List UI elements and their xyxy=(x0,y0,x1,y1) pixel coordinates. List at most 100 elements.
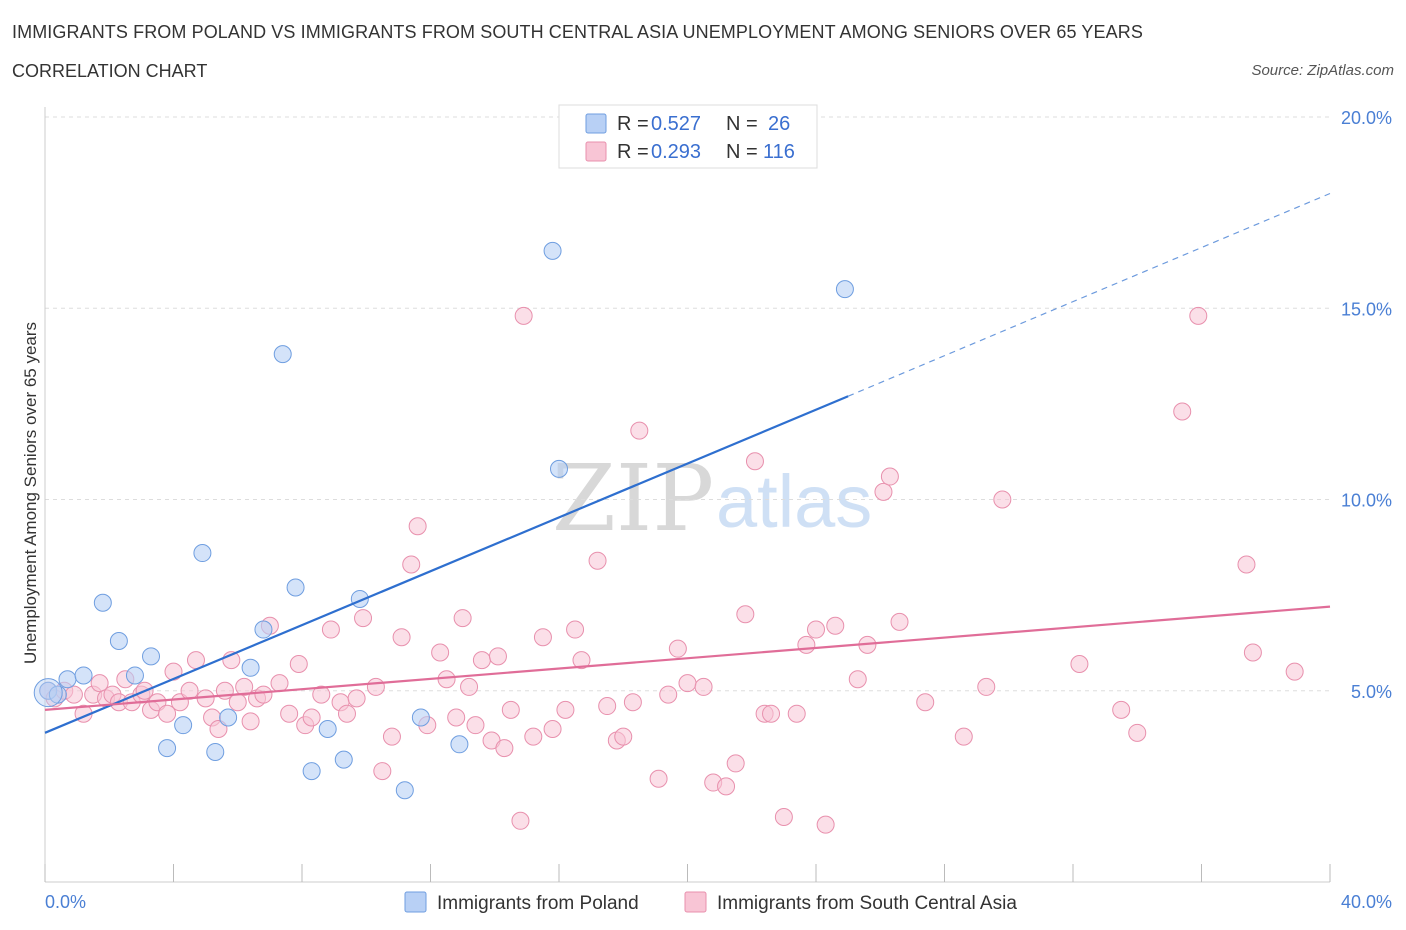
watermark-atlas: atlas xyxy=(716,460,872,543)
data-point-sca xyxy=(514,306,533,325)
data-point-sca xyxy=(382,727,401,746)
data-point-sca xyxy=(235,677,254,696)
data-point-sca xyxy=(321,620,340,639)
data-point-sca xyxy=(408,517,427,536)
data-point-sca xyxy=(954,727,973,746)
data-point-poland xyxy=(334,750,353,769)
data-point-sca xyxy=(228,693,247,712)
data-point-poland xyxy=(93,593,112,612)
data-point-sca xyxy=(495,739,514,758)
data-point-poland xyxy=(206,742,225,761)
data-point-sca xyxy=(598,697,617,716)
legend-n-value-sca: 116 xyxy=(763,141,795,163)
data-point-sca xyxy=(807,620,825,639)
data-point-sca xyxy=(1112,700,1131,719)
x-tick-label: 40.0% xyxy=(1341,892,1392,912)
data-point-sca xyxy=(254,685,273,704)
data-point-sca xyxy=(880,467,899,486)
y-tick-labels: 5.0% 10.0% 15.0% 20.0% xyxy=(1341,108,1392,702)
data-point-poland xyxy=(302,762,321,781)
data-point-poland-cluster xyxy=(33,678,63,708)
bottom-legend-swatch-sca xyxy=(684,891,707,913)
data-point-sca xyxy=(659,685,678,704)
data-point-poland xyxy=(550,459,568,478)
data-point-sca xyxy=(241,712,260,731)
data-point-sca xyxy=(649,769,668,788)
bottom-legend-swatch-poland xyxy=(404,891,427,913)
data-point-poland xyxy=(543,241,562,260)
data-point-sca xyxy=(1243,643,1262,662)
data-point-sca xyxy=(437,670,456,689)
data-point-sca xyxy=(366,677,385,696)
data-point-sca xyxy=(916,693,935,712)
legend-n-value-poland: 26 xyxy=(768,113,790,135)
data-point-poland xyxy=(174,716,193,735)
data-point-sca xyxy=(1285,662,1304,681)
data-point-sca xyxy=(280,704,299,723)
data-point-sca xyxy=(566,620,585,639)
data-point-sca xyxy=(337,704,356,723)
data-point-sca xyxy=(736,605,755,624)
y-tick-label: 5.0% xyxy=(1351,682,1392,702)
bottom-legend-label-poland: Immigrants from Poland xyxy=(437,893,639,914)
legend-n-label-poland: N = xyxy=(726,113,758,135)
data-point-sca xyxy=(392,628,411,647)
data-point-poland xyxy=(254,620,273,639)
data-point-poland xyxy=(142,647,161,666)
chart-title: IMMIGRANTS FROM POLAND VS IMMIGRANTS FRO… xyxy=(12,22,1143,42)
data-point-sca xyxy=(209,720,228,738)
data-point-sca xyxy=(762,704,781,723)
watermark-zip: ZIP xyxy=(552,445,714,552)
data-point-poland xyxy=(395,781,414,800)
data-point-sca xyxy=(354,609,373,628)
data-point-sca xyxy=(1128,723,1147,742)
data-point-sca xyxy=(472,651,491,670)
data-point-sca xyxy=(890,612,909,631)
x-tick-label: 0.0% xyxy=(45,892,86,912)
legend-r-value-poland: 0.527 xyxy=(651,113,701,135)
data-point-sca xyxy=(1189,306,1208,325)
trend-line-poland-extension xyxy=(847,192,1331,397)
data-point-poland xyxy=(273,345,292,364)
data-point-poland xyxy=(125,666,144,685)
data-point-sca xyxy=(453,609,472,628)
data-point-sca xyxy=(466,716,485,735)
data-point-sca xyxy=(826,616,845,635)
data-point-poland xyxy=(318,720,337,738)
legend-r-label-poland: R = xyxy=(617,113,649,135)
trend-line-poland xyxy=(44,395,849,734)
data-point-sca xyxy=(614,727,633,746)
data-point-sca xyxy=(347,689,366,708)
series-poland xyxy=(33,241,854,800)
trend-lines xyxy=(44,192,1331,734)
data-point-sca xyxy=(623,693,642,712)
data-point-sca xyxy=(533,628,552,647)
data-point-poland xyxy=(450,735,469,754)
x-tick-labels: 0.0% 40.0% xyxy=(45,892,1392,912)
data-point-sca xyxy=(816,815,835,834)
data-point-sca xyxy=(270,674,289,693)
legend-swatch-poland xyxy=(585,113,607,134)
data-point-sca xyxy=(460,677,479,696)
data-point-sca xyxy=(678,674,697,693)
data-point-sca xyxy=(774,807,793,826)
data-point-poland xyxy=(219,708,238,727)
data-point-sca xyxy=(524,727,543,746)
bottom-legend: Immigrants from Poland Immigrants from S… xyxy=(404,891,1017,914)
data-point-sca xyxy=(543,720,562,738)
data-point-sca xyxy=(848,670,867,689)
data-point-sca xyxy=(1173,402,1192,421)
data-point-sca xyxy=(993,490,1012,509)
data-point-poland xyxy=(58,670,77,689)
data-point-poland xyxy=(158,739,177,758)
data-point-poland xyxy=(835,280,854,299)
legend-r-value-sca: 0.293 xyxy=(651,141,701,163)
data-point-sca xyxy=(90,674,109,693)
legend-swatch-sca xyxy=(585,141,607,162)
data-point-sca xyxy=(501,700,520,719)
trend-line-sca xyxy=(44,605,1331,711)
data-point-sca xyxy=(572,651,591,670)
data-point-sca xyxy=(977,677,996,696)
data-point-sca xyxy=(511,811,530,830)
data-point-sca xyxy=(668,639,687,658)
